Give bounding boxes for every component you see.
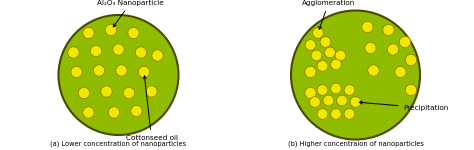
Circle shape — [344, 85, 355, 95]
Circle shape — [405, 54, 417, 66]
Circle shape — [323, 95, 334, 106]
Text: Cottonseed oil: Cottonseed oil — [126, 76, 177, 141]
Circle shape — [71, 66, 82, 78]
Circle shape — [320, 37, 331, 47]
Circle shape — [91, 45, 102, 57]
Circle shape — [58, 15, 179, 135]
Circle shape — [325, 47, 336, 58]
Circle shape — [305, 40, 316, 50]
Circle shape — [399, 36, 410, 48]
Circle shape — [362, 21, 373, 33]
Circle shape — [135, 47, 146, 58]
Circle shape — [291, 11, 420, 140]
Circle shape — [116, 65, 127, 76]
Circle shape — [395, 66, 406, 78]
Text: (b) Higher concentraion of nanoparticles: (b) Higher concentraion of nanoparticles — [288, 141, 423, 147]
Circle shape — [312, 28, 323, 38]
Circle shape — [105, 24, 117, 36]
Circle shape — [83, 107, 94, 118]
Circle shape — [101, 86, 112, 97]
Circle shape — [305, 66, 316, 78]
Text: Precipitation: Precipitation — [359, 101, 449, 111]
Circle shape — [317, 85, 328, 95]
Circle shape — [330, 59, 341, 70]
Circle shape — [311, 50, 322, 61]
Circle shape — [310, 97, 320, 107]
Circle shape — [405, 84, 417, 96]
Circle shape — [335, 50, 346, 61]
Circle shape — [113, 44, 124, 55]
Circle shape — [138, 66, 150, 78]
Circle shape — [78, 87, 90, 99]
Circle shape — [383, 24, 394, 36]
Circle shape — [128, 27, 139, 39]
Circle shape — [131, 105, 142, 117]
Circle shape — [83, 27, 94, 39]
Circle shape — [305, 87, 316, 99]
Circle shape — [368, 65, 379, 76]
Circle shape — [152, 50, 163, 61]
Text: (a) Lower concentration of nanoparticles: (a) Lower concentration of nanoparticles — [50, 141, 187, 147]
Circle shape — [146, 86, 157, 97]
Circle shape — [108, 107, 120, 118]
Circle shape — [350, 97, 361, 107]
Circle shape — [317, 109, 328, 119]
Circle shape — [93, 65, 105, 76]
Text: Agglomeration: Agglomeration — [302, 0, 355, 29]
Circle shape — [330, 83, 341, 94]
Circle shape — [123, 87, 135, 99]
Circle shape — [330, 109, 341, 119]
Circle shape — [68, 47, 79, 58]
Circle shape — [365, 42, 376, 54]
Text: Al₂O₃ Nanoparticle: Al₂O₃ Nanoparticle — [97, 0, 164, 27]
Circle shape — [387, 44, 399, 55]
Circle shape — [317, 61, 328, 71]
Circle shape — [344, 109, 355, 119]
Circle shape — [337, 95, 347, 106]
